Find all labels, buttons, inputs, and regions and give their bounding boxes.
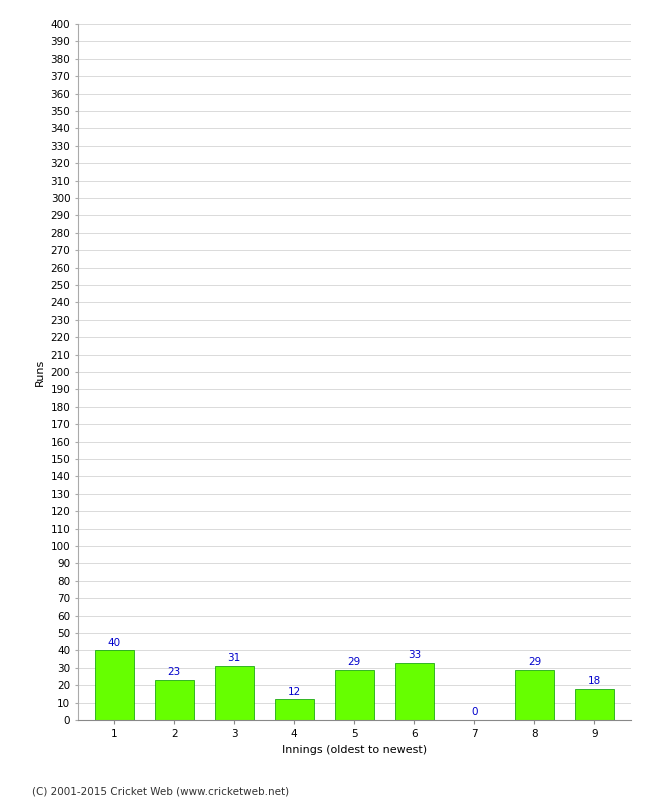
X-axis label: Innings (oldest to newest): Innings (oldest to newest)	[281, 745, 427, 754]
Bar	[214, 666, 254, 720]
Bar	[94, 650, 133, 720]
Text: 29: 29	[348, 657, 361, 667]
Text: 33: 33	[408, 650, 421, 660]
Bar	[575, 689, 614, 720]
Text: 31: 31	[227, 654, 240, 663]
Bar	[275, 699, 314, 720]
Text: 40: 40	[107, 638, 121, 648]
Bar	[335, 670, 374, 720]
Bar	[155, 680, 194, 720]
Text: 12: 12	[287, 686, 301, 697]
Bar	[395, 662, 434, 720]
Bar	[515, 670, 554, 720]
Text: 23: 23	[168, 667, 181, 678]
Text: 0: 0	[471, 707, 478, 718]
Y-axis label: Runs: Runs	[35, 358, 45, 386]
Text: 29: 29	[528, 657, 541, 667]
Text: (C) 2001-2015 Cricket Web (www.cricketweb.net): (C) 2001-2015 Cricket Web (www.cricketwe…	[32, 786, 290, 796]
Text: 18: 18	[588, 676, 601, 686]
